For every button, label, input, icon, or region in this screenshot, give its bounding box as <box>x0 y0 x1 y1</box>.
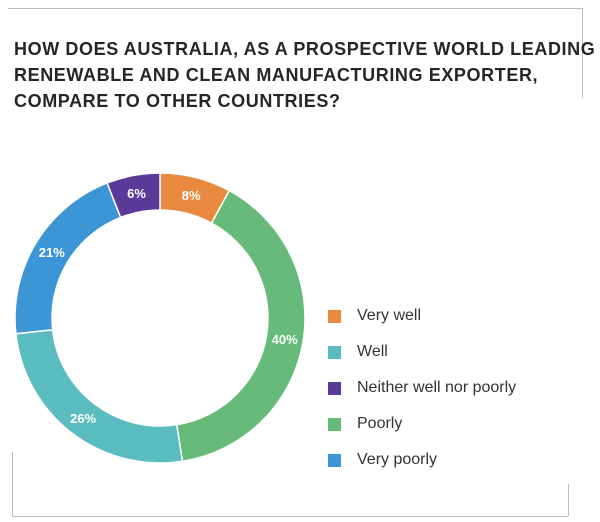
donut-slice-very-poorly <box>14 182 122 335</box>
chart-legend: Very well Well Neither well nor poorly Poor… <box>328 298 516 478</box>
legend-swatch <box>328 381 341 395</box>
chart-title-line-1: HOW DOES AUSTRALIA, AS A PROSPECTIVE WOR… <box>14 39 596 59</box>
frame-bottom-border <box>12 516 568 517</box>
frame-left-border <box>12 452 13 516</box>
frame-right-lower-border <box>568 484 569 516</box>
legend-label: Very well <box>357 307 422 324</box>
legend-item-neither-well-nor-poorly: Neither well nor poorly <box>328 370 516 406</box>
legend-swatch <box>328 309 341 323</box>
legend-item-very-poorly: Very poorly <box>328 442 516 478</box>
slice-label-poorly: 40% <box>272 332 298 347</box>
legend-item-well: Well <box>328 334 516 370</box>
legend-label: Well <box>357 343 388 360</box>
slice-label-neither-well-nor-poorly: 6% <box>127 186 146 201</box>
legend-item-poorly: Poorly <box>328 406 516 442</box>
chart-title: HOW DOES AUSTRALIA, AS A PROSPECTIVE WOR… <box>14 36 596 114</box>
legend-label: Poorly <box>357 415 403 432</box>
chart-title-line-2: RENEWABLE AND CLEAN MANUFACTURING EXPORT… <box>14 65 539 85</box>
legend-swatch <box>328 417 341 431</box>
slice-label-very-well: 8% <box>182 188 201 203</box>
donut-slice-neither-well-nor-poorly <box>106 172 161 219</box>
chart-title-line-3: COMPARE TO OTHER COUNTRIES? <box>14 91 341 111</box>
legend-label: Neither well nor poorly <box>357 379 517 396</box>
legend-swatch <box>328 345 341 359</box>
frame-right-border <box>582 8 583 98</box>
donut-slice-poorly <box>175 189 306 463</box>
donut-slice-well <box>15 328 184 464</box>
legend-swatch <box>328 453 341 467</box>
legend-item-very-well: Very well <box>328 298 516 334</box>
slice-label-well: 26% <box>70 411 96 426</box>
legend-label: Very poorly <box>357 451 438 468</box>
slice-label-very-poorly: 21% <box>39 245 65 260</box>
frame-top-border <box>8 8 582 9</box>
